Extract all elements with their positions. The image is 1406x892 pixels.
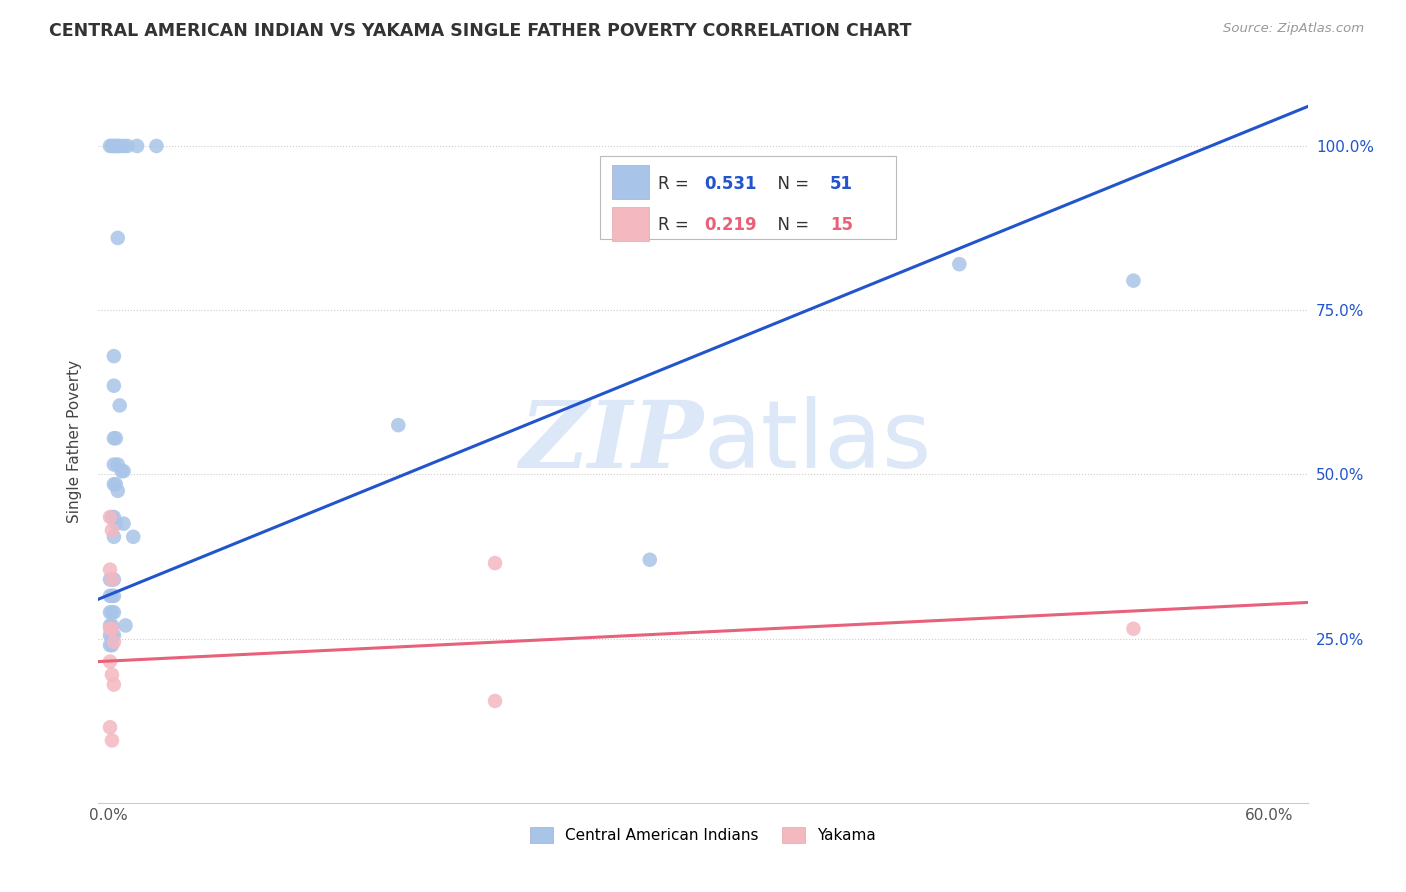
Point [104,477,127,491]
Point [101,139,124,153]
Point [145,139,167,153]
Point [98,605,121,619]
Bar [613,207,648,242]
Point [107,231,129,245]
Point [103,139,125,153]
Point [948,257,970,271]
Point [98,139,121,153]
Point [104,516,127,531]
Point [122,530,145,544]
Bar [613,165,648,200]
Point [103,573,125,587]
Point [103,589,125,603]
Point [108,398,131,412]
Point [103,458,125,472]
Point [98,628,121,642]
Legend: Central American Indians, Yakama: Central American Indians, Yakama [524,822,882,849]
Point [112,516,135,531]
Point [484,694,506,708]
Point [101,667,124,681]
Text: 15: 15 [830,216,853,234]
Point [1122,274,1144,288]
Point [101,733,124,747]
Point [98,573,121,587]
Point [98,720,121,734]
Point [107,458,129,472]
Point [104,431,127,445]
Point [112,464,135,478]
Point [98,638,121,652]
Text: R =: R = [658,216,695,234]
Point [101,605,124,619]
Text: atlas: atlas [703,395,931,488]
Text: 51: 51 [830,175,853,193]
Point [103,349,125,363]
Text: R =: R = [658,175,695,193]
Point [103,677,125,691]
Point [117,139,139,153]
Text: 0.531: 0.531 [704,175,756,193]
Point [98,655,121,669]
Point [103,605,125,619]
Point [484,556,506,570]
FancyBboxPatch shape [600,156,897,239]
Point [127,139,149,153]
Point [638,553,661,567]
Point [103,378,125,392]
Point [101,622,124,636]
Point [107,483,129,498]
Y-axis label: Single Father Poverty: Single Father Poverty [67,360,83,523]
Point [111,464,134,478]
Point [103,628,125,642]
Point [101,510,124,524]
Point [104,139,127,153]
Point [112,139,135,153]
Point [103,431,125,445]
Point [101,589,124,603]
Point [114,618,136,632]
Point [101,628,124,642]
Point [387,418,409,433]
Point [101,523,124,537]
Point [98,563,121,577]
Text: N =: N = [768,175,814,193]
Point [103,635,125,649]
Point [101,573,124,587]
Point [103,477,125,491]
Text: 0.219: 0.219 [704,216,756,234]
Point [103,510,125,524]
Point [1122,622,1144,636]
Point [98,510,121,524]
Point [107,139,129,153]
Point [103,530,125,544]
Point [108,139,131,153]
Text: N =: N = [768,216,814,234]
Point [98,622,121,636]
Text: CENTRAL AMERICAN INDIAN VS YAKAMA SINGLE FATHER POVERTY CORRELATION CHART: CENTRAL AMERICAN INDIAN VS YAKAMA SINGLE… [49,22,911,40]
Point [98,589,121,603]
Point [101,573,124,587]
Point [101,638,124,652]
Point [98,618,121,632]
Text: ZIP: ZIP [519,397,703,486]
Point [101,618,124,632]
Text: Source: ZipAtlas.com: Source: ZipAtlas.com [1223,22,1364,36]
